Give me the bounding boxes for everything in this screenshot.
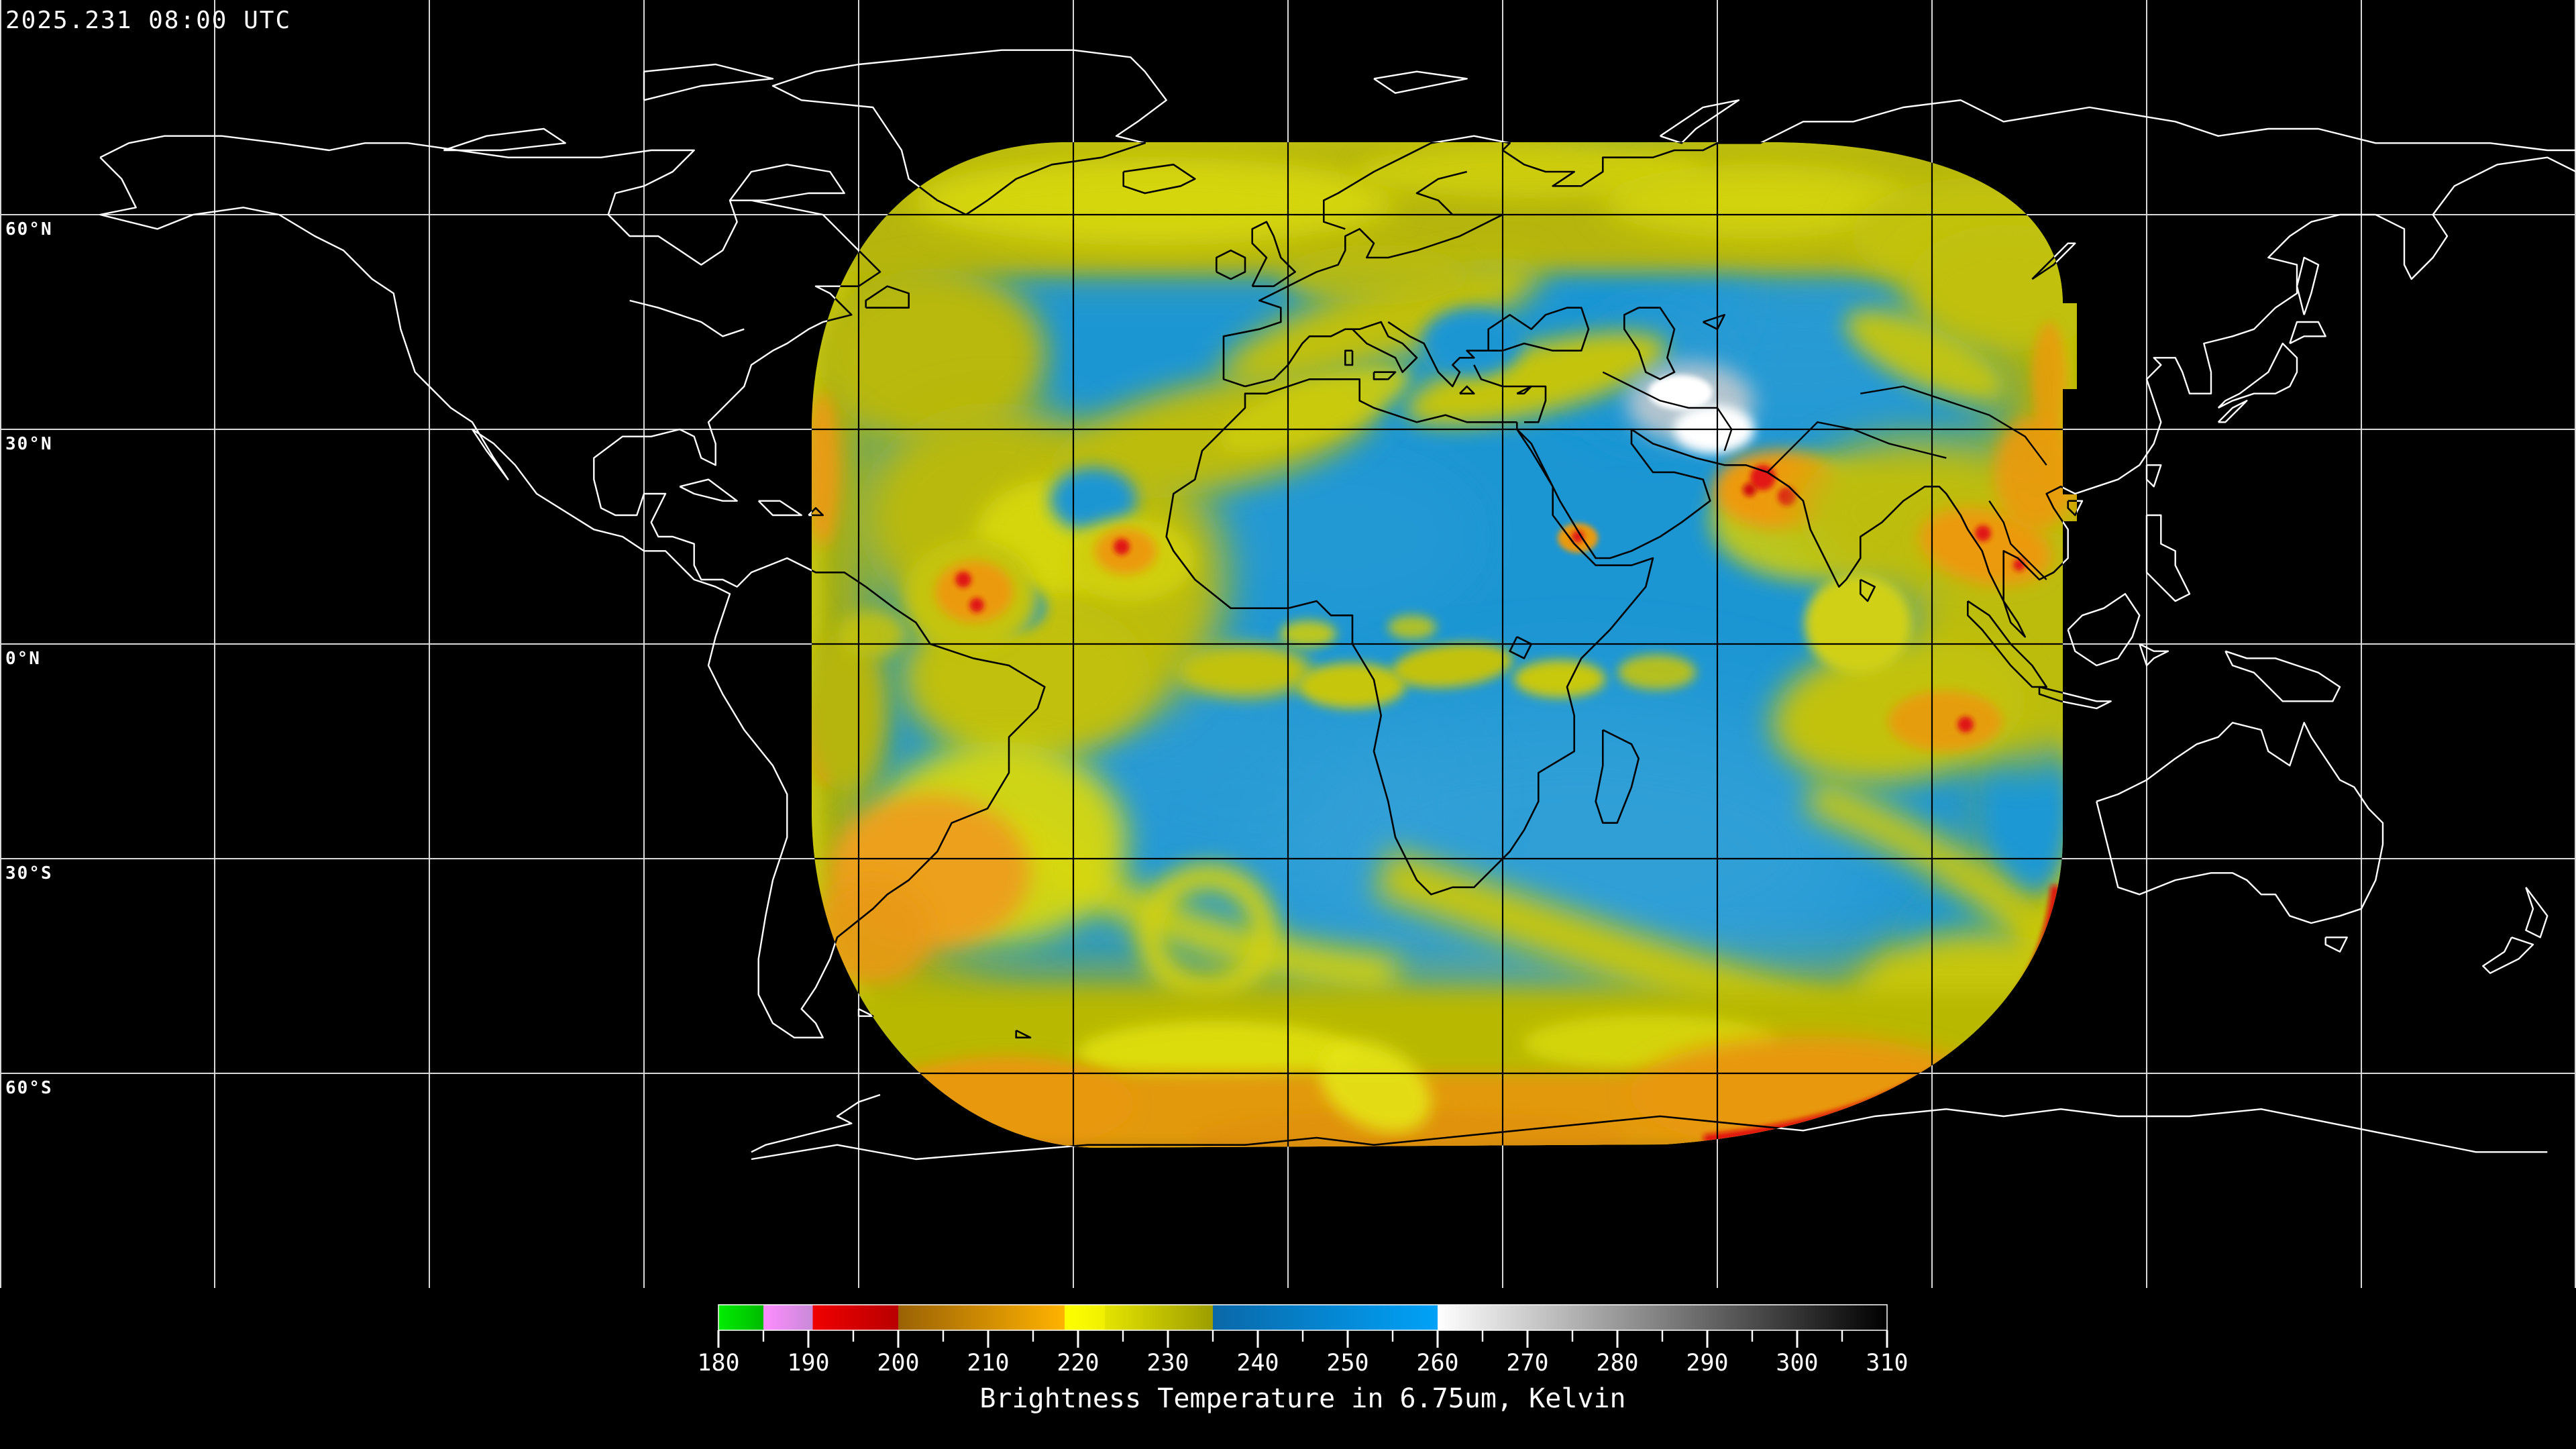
coastline <box>1487 307 1590 352</box>
coastline <box>2224 650 2341 702</box>
timestamp: 2025.231 08:00 UTC <box>5 7 291 34</box>
coastline <box>1516 385 1532 394</box>
coastline <box>1860 578 1876 602</box>
coastline <box>2289 321 2326 345</box>
colorbar-tick-label: 190 <box>787 1350 829 1377</box>
coastline <box>2217 400 2248 423</box>
coastline <box>2145 464 2162 488</box>
latitude-label: 60°S <box>5 1078 53 1098</box>
coastline <box>1251 221 1296 287</box>
latitude-label: 30°S <box>5 863 53 883</box>
coastline <box>2096 722 2384 924</box>
latitude-labels: 60°N 30°N 0°N 30°S 60°S <box>5 219 53 1098</box>
coastline <box>757 500 802 517</box>
coastline <box>2067 593 2141 667</box>
coastline <box>643 63 774 101</box>
coastline <box>1703 314 1725 330</box>
colorbar-tick-label: 220 <box>1057 1350 1099 1377</box>
coastline <box>1222 170 1504 388</box>
coastline <box>1216 250 1246 280</box>
coastline <box>1623 307 1676 380</box>
colorbar-tick-label: 280 <box>1596 1350 1638 1377</box>
coastline <box>812 1108 2077 1148</box>
coastline <box>679 478 738 502</box>
border-line <box>1860 385 2047 466</box>
coastline <box>1473 364 1547 423</box>
border-line <box>1766 421 1947 473</box>
coastline <box>865 285 910 309</box>
colorbar-tick-label: 230 <box>1146 1350 1189 1377</box>
colorbar-bar <box>718 1304 1888 1331</box>
satellite-data-swath <box>812 142 2077 1148</box>
coastline <box>2217 342 2298 409</box>
colorbar-tick-label: 310 <box>1866 1350 1908 1377</box>
coastline <box>812 507 824 517</box>
coastline <box>812 142 1167 216</box>
colorbar-tick-label: 200 <box>877 1350 919 1377</box>
coastline <box>1509 636 1532 659</box>
colorbar-tick-label: 290 <box>1686 1350 1728 1377</box>
coastline <box>2482 936 2534 974</box>
colorbar-title: Brightness Temperature in 6.75um, Kelvin <box>979 1383 1625 1414</box>
coastline <box>443 127 566 152</box>
coastline <box>2145 514 2191 602</box>
coastline <box>1015 1029 1032 1038</box>
colorbar-tick-label: 260 <box>1416 1350 1458 1377</box>
colorbar-tick-label: 240 <box>1236 1350 1279 1377</box>
border-line <box>1988 500 2047 580</box>
colorbar-tick-label: 270 <box>1506 1350 1548 1377</box>
coastline <box>1660 99 1740 144</box>
coastline <box>2296 256 2320 315</box>
coastline <box>629 299 745 337</box>
coastline <box>1165 378 1654 896</box>
circular-cloud-disk <box>1805 574 1912 674</box>
coastline <box>1516 156 2077 638</box>
latitude-label: 60°N <box>5 219 53 239</box>
itcz-storm <box>904 539 1038 653</box>
colorbar-ticks <box>717 1330 1888 1348</box>
coastline <box>812 142 1046 1038</box>
coastline <box>2324 936 2348 953</box>
border-line <box>1602 371 1733 451</box>
colorbar-tick-label: 210 <box>967 1350 1009 1377</box>
colorbar-tick-labels: 180 190 200 210 220 230 240 250 260 270 280 290 300 3… <box>697 1350 1908 1377</box>
coastline <box>2067 500 2077 517</box>
coastline <box>2139 643 2169 667</box>
coastline <box>1122 164 1196 195</box>
latitude-label: 0°N <box>5 649 41 669</box>
coastline <box>751 1093 881 1153</box>
colorbar-tick-label: 180 <box>697 1350 739 1377</box>
colorbar-tick-label: 250 <box>1326 1350 1368 1377</box>
coastline <box>857 1008 874 1017</box>
coastline <box>729 164 845 201</box>
latitude-label: 30°N <box>5 434 53 454</box>
coastline <box>1373 70 1468 94</box>
coastline <box>1595 729 1640 824</box>
warm-white-patch <box>1627 362 1754 453</box>
coastline <box>1459 385 1475 394</box>
coastline <box>1387 321 1489 388</box>
graticule-coastlines-inside <box>0 0 2576 1288</box>
coastline <box>1323 142 2077 230</box>
coastline <box>1344 350 1354 366</box>
coastline <box>1373 371 1397 380</box>
coastline <box>2525 886 2548 938</box>
coastline <box>1244 321 1418 388</box>
colorbar-tick-label: 300 <box>1776 1350 1818 1377</box>
cloud-field <box>812 142 2077 1148</box>
colorbar: 180 190 200 210 220 230 240 250 260 270 280 290 300 3… <box>697 1304 1909 1414</box>
